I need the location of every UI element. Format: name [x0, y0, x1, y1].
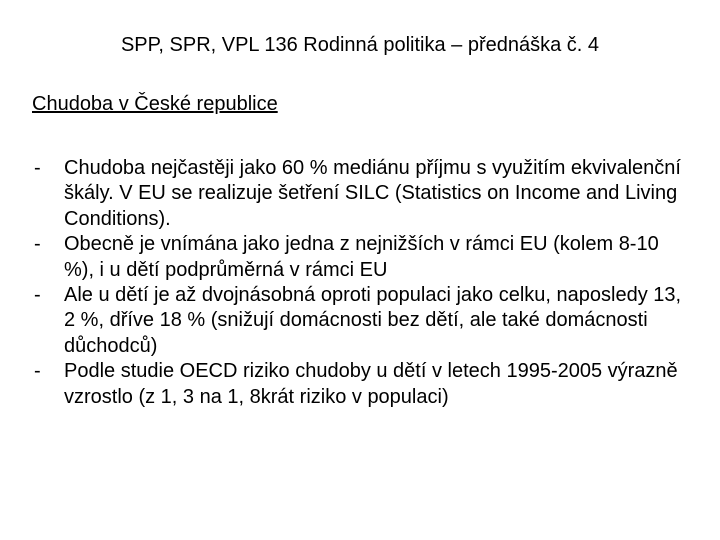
bullet-dash: - [32, 232, 64, 283]
list-item: - Ale u dětí je až dvojnásobná oproti po… [32, 283, 688, 359]
list-item: - Chudoba nejčastěji jako 60 % mediánu p… [32, 156, 688, 232]
bullet-dash: - [32, 156, 64, 232]
slide-page: SPP, SPR, VPL 136 Rodinná politika – pře… [0, 0, 720, 540]
list-item: - Podle studie OECD riziko chudoby u dět… [32, 359, 688, 410]
page-title: SPP, SPR, VPL 136 Rodinná politika – pře… [30, 34, 690, 57]
list-item: - Obecně je vnímána jako jedna z nejnižš… [32, 232, 688, 283]
bullet-text: Ale u dětí je až dvojnásobná oproti popu… [64, 283, 688, 359]
bullet-list: - Chudoba nejčastěji jako 60 % mediánu p… [32, 156, 688, 410]
bullet-text: Chudoba nejčastěji jako 60 % mediánu pří… [64, 156, 688, 232]
bullet-text: Obecně je vnímána jako jedna z nejnižšíc… [64, 232, 688, 283]
bullet-dash: - [32, 359, 64, 410]
bullet-dash: - [32, 283, 64, 359]
section-heading: Chudoba v České republice [32, 93, 690, 116]
bullet-text: Podle studie OECD riziko chudoby u dětí … [64, 359, 688, 410]
